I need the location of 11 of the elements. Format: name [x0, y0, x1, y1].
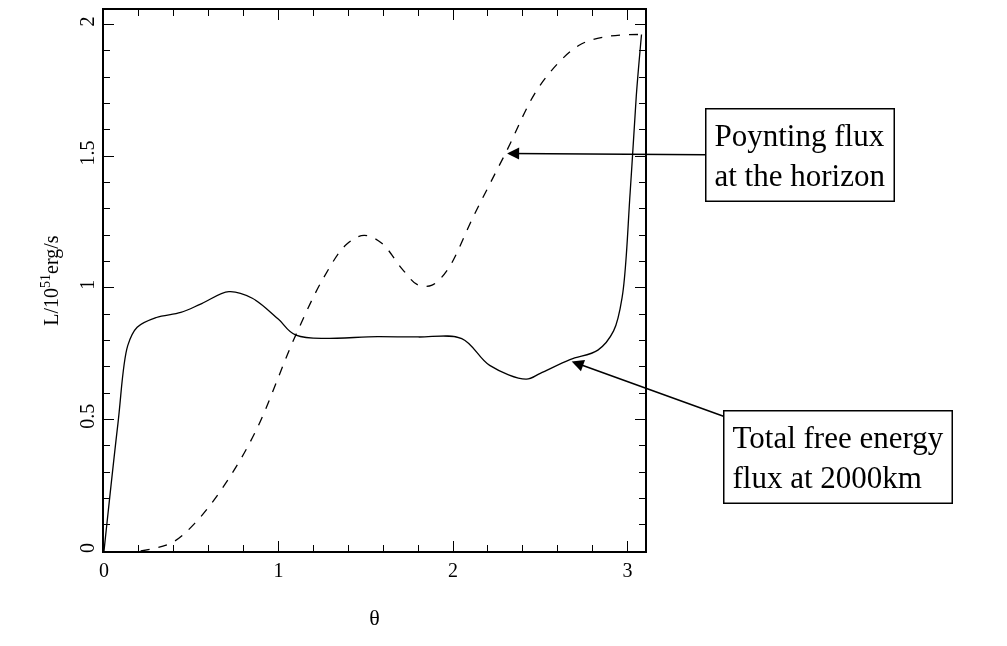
y-tick-label: 2 [76, 16, 99, 27]
annotation: Poynting flux at the horizon [714, 117, 886, 193]
annotation: Total free energy flux at 2000km [732, 419, 944, 495]
y-tick-label: 1.5 [76, 140, 99, 166]
y-tick-label: 0 [76, 543, 99, 553]
x-tick-label: 2 [448, 558, 459, 581]
x-tick-label: 3 [622, 558, 633, 581]
y-tick-label: 0.5 [76, 403, 99, 429]
x-tick-label: 1 [273, 558, 284, 581]
x-axis-title: θ [369, 605, 380, 631]
y-tick-label: 1 [76, 279, 99, 290]
